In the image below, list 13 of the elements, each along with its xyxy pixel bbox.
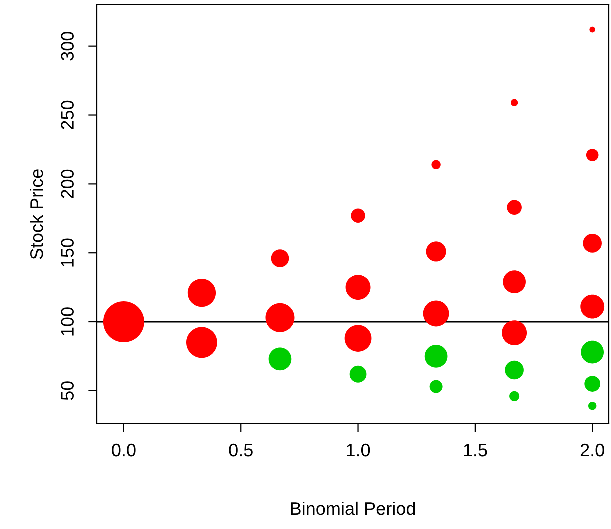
x-tick-label: 1.5 [464, 444, 488, 457]
y-tick-label: 150 [61, 238, 74, 267]
y-tick-label: 50 [61, 382, 74, 400]
y-tick-label: 100 [61, 308, 74, 336]
y-tick-label: 250 [61, 100, 74, 130]
x-axis-title: Binomial Period [291, 502, 416, 516]
y-tick-label: 300 [61, 32, 74, 61]
x-tick-label: 0.0 [112, 444, 136, 457]
x-tick-label: 2.0 [580, 444, 604, 457]
x-tick-label: 0.5 [229, 444, 253, 457]
y-tick-label: 200 [61, 170, 74, 198]
y-axis-title: Stock Price [30, 170, 44, 260]
x-tick-label: 1.0 [347, 444, 370, 457]
